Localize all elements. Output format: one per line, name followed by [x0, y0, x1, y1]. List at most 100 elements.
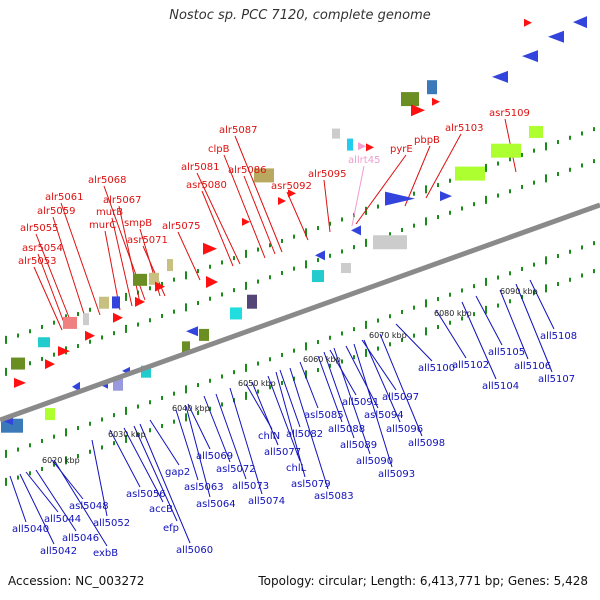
accession-text: Accession: NC_003272	[8, 574, 145, 588]
scale-label: 6070 kbp	[369, 331, 407, 340]
gene-box	[341, 263, 351, 274]
gene-label-alr5059: alr5059	[37, 206, 75, 217]
gene-box	[254, 168, 274, 183]
scale-label: 6020 kbp	[42, 456, 80, 465]
leader-line	[52, 216, 87, 321]
scale-label: 6090 kbp	[500, 287, 538, 296]
gene-arrow	[573, 16, 587, 29]
gene-label-asl5063: asl5063	[184, 482, 224, 493]
gene-label-alr5053: alr5053	[18, 256, 56, 267]
gene-arrow	[203, 242, 217, 255]
gene-label-alr5075: alr5075	[162, 221, 200, 232]
gene-arrow	[186, 326, 198, 337]
leader-line	[279, 369, 301, 428]
gene-arrow	[315, 250, 325, 261]
leader-line	[215, 393, 247, 480]
leader-line	[118, 205, 141, 304]
gene-arrow	[522, 50, 538, 63]
leader-line	[329, 349, 357, 396]
gene-box	[230, 307, 242, 320]
scale-label: 6050 kbp	[238, 379, 276, 388]
gene-label-asr5092: asr5092	[271, 181, 312, 192]
gene-arrow	[524, 18, 532, 27]
gene-box	[427, 80, 437, 95]
gene-arrow	[58, 346, 70, 357]
gene-label-asl5048: asl5048	[69, 501, 109, 512]
leader-line	[286, 191, 309, 241]
leader-line	[91, 439, 108, 517]
leader-line	[234, 135, 283, 253]
leader-line	[379, 333, 423, 437]
gene-label-all5082: all5082	[286, 429, 323, 440]
gene-arrow	[385, 191, 415, 206]
gene-arrow	[206, 276, 218, 289]
gene-label-asr5054: asr5054	[22, 243, 63, 254]
gene-arrow	[411, 104, 425, 117]
gene-features	[1, 16, 587, 433]
gene-arrow	[14, 377, 26, 388]
gene-label-efp: efp	[163, 523, 179, 534]
gene-box	[312, 270, 324, 283]
gene-label-asr5080: asr5080	[186, 180, 227, 191]
leader-line	[243, 175, 276, 255]
gene-label-alr5067: alr5067	[103, 195, 141, 206]
genome-summary: Topology: circular; Length: 6,413,771 bp…	[258, 574, 588, 588]
leader-line	[35, 233, 73, 326]
leader-line	[51, 459, 84, 500]
leader-line	[345, 345, 379, 409]
gene-label-alr5086: alr5086	[228, 165, 266, 176]
gene-label-pbpB: pbpB	[414, 135, 440, 146]
leader-line	[435, 309, 467, 359]
gene-label-all5096: all5096	[386, 424, 423, 435]
leader-line	[177, 231, 201, 281]
gene-label-all5097: all5097	[382, 392, 419, 403]
leader-line	[245, 383, 273, 430]
gene-label-all5077: all5077	[264, 447, 301, 458]
leader-line	[201, 190, 234, 267]
gene-box	[455, 166, 485, 181]
gene-label-all5093: all5093	[378, 469, 415, 480]
leader-line	[323, 179, 331, 233]
leader-line	[142, 245, 166, 297]
gene-label-all5098: all5098	[408, 438, 445, 449]
leader-line	[323, 351, 355, 439]
gene-box	[149, 272, 159, 285]
gene-label-all5108: all5108	[540, 331, 577, 342]
gene-arrow	[432, 97, 440, 106]
gene-box	[332, 128, 340, 139]
gene-label-clpB: clpB	[208, 144, 230, 155]
gene-box	[38, 337, 50, 348]
gene-label-gap2: gap2	[165, 467, 190, 478]
gene-label-all5107: all5107	[538, 374, 575, 385]
gene-box	[45, 408, 55, 421]
gene-labels: 6020 kbp 6030 kbp 6040 kbp 6050 kbp 6060 kbp…	[12, 108, 577, 559]
gene-label-asl5085: asl5085	[304, 410, 344, 421]
gene-box	[141, 365, 151, 378]
leader-line	[25, 471, 59, 513]
gene-arrow	[45, 359, 55, 370]
leader-line	[353, 343, 393, 468]
leader-line	[111, 217, 133, 307]
leader-line	[175, 409, 199, 481]
leader-line	[515, 283, 553, 373]
leader-line	[361, 339, 397, 391]
genome-backbone	[0, 202, 600, 423]
gene-label-alr5087: alr5087	[219, 125, 257, 136]
gene-label-all5040: all5040	[12, 524, 49, 535]
leader-line	[203, 395, 231, 463]
gene-label-all5100: all5100	[418, 363, 455, 374]
leader-line	[289, 367, 329, 490]
leader-line	[60, 202, 101, 316]
gene-label-all5069: all5069	[196, 451, 233, 462]
scale-label: 6030 kbp	[108, 430, 146, 439]
leader-line	[229, 387, 263, 495]
gene-arrow	[278, 196, 286, 205]
gene-box	[167, 259, 173, 272]
gene-label-all5091: all5091	[342, 397, 379, 408]
leader-line	[123, 427, 164, 503]
gene-label-asl5056: asl5056	[126, 489, 166, 500]
gene-arrow	[3, 417, 13, 426]
gene-box	[199, 328, 209, 341]
gene-label-alr5055: alr5055	[20, 223, 58, 234]
